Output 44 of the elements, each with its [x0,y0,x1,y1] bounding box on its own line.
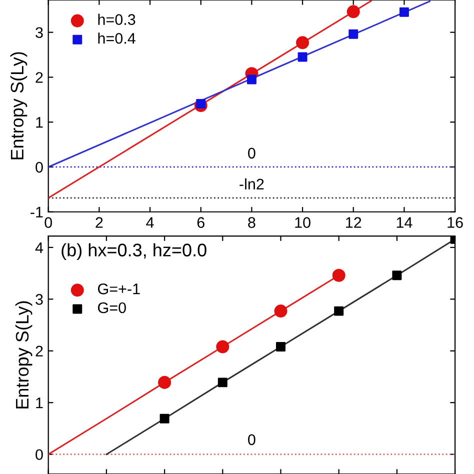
y-axis-title: Entropy S(Ly) [15,301,32,408]
y-tick-label: 0 [36,449,43,460]
point [218,378,228,388]
point [392,270,402,280]
y-axis-title: Entropy S(Ly) [10,52,28,160]
point [399,7,409,17]
x-tick-label: 16 [448,217,463,228]
y-tick-label: 1 [36,398,43,408]
x-tick-label: 12 [346,217,362,228]
point [346,5,360,18]
y-tick-label: 0 [36,162,43,173]
point [298,52,308,62]
y-tick-label: 2 [36,72,43,83]
y-tick-label: 3 [36,294,43,305]
point [276,342,286,352]
y-tick-label: 4 [35,242,44,253]
y-tick-label: 2 [36,346,43,356]
point [246,74,256,84]
y-tick-label: 3 [36,27,43,38]
ref-line-label: -ln2 [240,178,264,190]
y-tick-label: 1 [36,117,43,128]
point [334,306,344,316]
point [160,414,170,424]
annotation: (b) hx=0.3, hz=0.0 [62,243,206,260]
x-tick-label: 6 [197,217,204,228]
point [348,29,358,39]
point [216,340,230,354]
x-tick-label: 10 [295,217,310,228]
x-tick-label: 4 [146,217,154,228]
legend-label: h=0.4 [98,32,136,44]
x-tick-label: 14 [396,217,412,228]
ref-line-label: 0 [248,434,256,446]
legend-label: G=+-1 [98,284,140,294]
legend-label: h=0.3 [98,14,136,25]
x-tick-label: 8 [248,217,256,228]
point [158,376,172,389]
x-tick-label: 2 [96,217,103,228]
y-tick-label: -1 [30,206,43,218]
x-tick-label: 0 [44,217,52,228]
point [274,304,288,318]
legend-label: G=0 [98,302,126,314]
point [332,268,346,282]
ref-line-label: 0 [248,148,256,159]
point [296,36,310,50]
